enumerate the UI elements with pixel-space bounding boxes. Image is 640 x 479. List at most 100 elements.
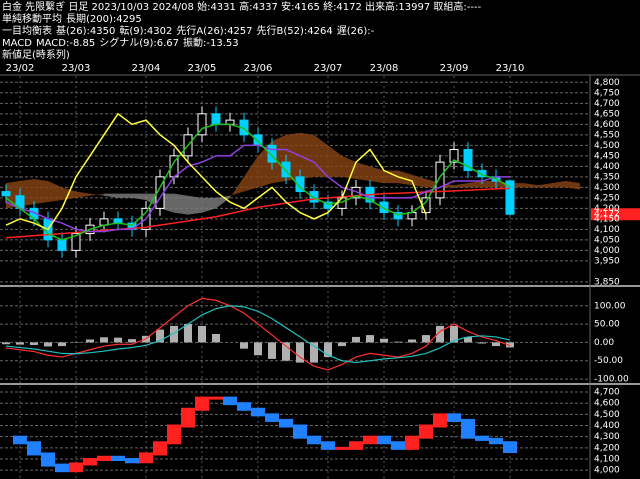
cloud-segment bbox=[132, 193, 146, 200]
x-tick-label: 23/06 bbox=[244, 63, 273, 74]
cloud-segment bbox=[524, 183, 538, 188]
y-tick-label: 4,400 bbox=[594, 162, 620, 172]
step-block bbox=[391, 441, 405, 450]
histogram-bar bbox=[44, 342, 52, 347]
y-tick-label: 4,000 bbox=[594, 466, 620, 476]
indicator-line bbox=[5, 144, 510, 233]
candle-body bbox=[323, 201, 333, 209]
y-tick-label: 4,600 bbox=[594, 399, 620, 409]
current-price-box bbox=[591, 208, 640, 221]
legend-label: 新値足(時系列) bbox=[2, 48, 70, 61]
candle-body bbox=[463, 149, 473, 172]
step-block bbox=[307, 435, 321, 445]
candle-body bbox=[197, 113, 207, 136]
histogram-bar bbox=[296, 342, 304, 363]
y-tick-label: 50.00 bbox=[594, 320, 620, 330]
histogram-bar bbox=[114, 337, 122, 343]
candle-body bbox=[57, 239, 67, 251]
cloud-segment bbox=[104, 193, 118, 198]
step-block bbox=[349, 441, 363, 450]
histogram-bar bbox=[492, 342, 500, 347]
axis-labels: 3,8503,9504,0004,0504,1004,1504,2004,250… bbox=[594, 78, 629, 476]
step-block bbox=[97, 455, 111, 462]
panel bbox=[0, 297, 590, 380]
y-tick-label: 4,200 bbox=[594, 204, 620, 214]
step-block bbox=[195, 396, 209, 411]
cloud-segment bbox=[384, 170, 398, 184]
histogram-bar bbox=[338, 342, 346, 347]
y-tick-label: 4,700 bbox=[594, 99, 620, 109]
candle-body bbox=[421, 197, 431, 214]
histogram-bar bbox=[450, 325, 458, 343]
candle-body bbox=[295, 176, 305, 193]
indicator-line bbox=[5, 123, 511, 241]
histogram-bar bbox=[478, 342, 486, 344]
step-block bbox=[139, 452, 153, 464]
histogram-bar bbox=[170, 325, 178, 343]
histogram-bar bbox=[100, 337, 108, 343]
candle-body bbox=[393, 212, 403, 220]
histogram-bar bbox=[310, 342, 318, 363]
cloud-segment bbox=[300, 132, 314, 179]
cloud-segment bbox=[356, 162, 370, 182]
cloud-segment bbox=[90, 193, 104, 196]
step-block bbox=[489, 437, 503, 445]
cloud-segment bbox=[370, 166, 384, 184]
histogram-bar bbox=[394, 341, 402, 343]
y-tick-label: 4,350 bbox=[594, 172, 620, 182]
cloud-segment bbox=[188, 195, 202, 215]
current-price-label: 4,172 bbox=[594, 210, 620, 220]
macd-line bbox=[5, 305, 511, 364]
legend-item: 基(26):4350 bbox=[56, 24, 115, 37]
histogram-bar bbox=[128, 339, 136, 343]
legend-item: 先行A(26):4257 bbox=[176, 24, 252, 37]
cloud-segment bbox=[48, 181, 62, 203]
legend-item: 振動:-13.53 bbox=[183, 36, 239, 49]
y-tick-label: 4,200 bbox=[594, 443, 620, 453]
cloud-segment bbox=[174, 193, 188, 215]
step-block bbox=[503, 441, 517, 453]
header-title: 白金 先限繋ぎ 日足 2023/10/03 2024/08 始:4331 高:4… bbox=[2, 0, 482, 13]
step-block bbox=[265, 413, 279, 422]
panel bbox=[0, 391, 590, 473]
histogram-bar bbox=[380, 338, 388, 343]
histogram-bar bbox=[86, 339, 94, 343]
cloud-segment bbox=[118, 193, 132, 198]
y-tick-label: 4,250 bbox=[594, 193, 620, 203]
cloud-segment bbox=[482, 181, 496, 188]
y-tick-label: 4,000 bbox=[594, 246, 620, 256]
cloud-segment bbox=[230, 176, 244, 198]
step-block bbox=[125, 458, 139, 464]
histogram-bar bbox=[268, 342, 276, 359]
y-tick-label: -50.00 bbox=[594, 356, 623, 366]
histogram-bar bbox=[240, 342, 248, 349]
legend-item: シグナル(9):6.67 bbox=[99, 36, 179, 49]
histogram-bar bbox=[156, 329, 164, 343]
y-tick-label: 4,300 bbox=[594, 183, 620, 193]
cloud-segment bbox=[244, 155, 258, 192]
step-block bbox=[419, 424, 433, 439]
legend-item: 長期(200):4295 bbox=[66, 13, 142, 25]
histogram-bar bbox=[366, 335, 374, 343]
histogram-bar bbox=[464, 336, 472, 343]
y-tick-label: 4,300 bbox=[594, 432, 620, 442]
y-tick-label: 4,500 bbox=[594, 410, 620, 420]
step-block bbox=[69, 462, 83, 473]
cloud-segment bbox=[566, 181, 580, 190]
cloud-segment bbox=[398, 170, 412, 186]
histogram-bar bbox=[212, 333, 220, 343]
step-block bbox=[27, 441, 41, 456]
histogram-bar bbox=[436, 325, 444, 343]
cloud-segment bbox=[342, 155, 356, 179]
step-block bbox=[41, 452, 55, 467]
y-tick-label: 4,550 bbox=[594, 130, 620, 140]
y-tick-label: 100.00 bbox=[594, 301, 626, 311]
x-tick-label: 23/09 bbox=[440, 63, 469, 74]
histogram-bar bbox=[422, 335, 430, 343]
candle-body bbox=[1, 191, 11, 197]
step-block bbox=[335, 446, 349, 450]
y-tick-label: 4,400 bbox=[594, 421, 620, 431]
cloud-segment bbox=[412, 174, 426, 188]
histogram-bar bbox=[254, 342, 262, 356]
